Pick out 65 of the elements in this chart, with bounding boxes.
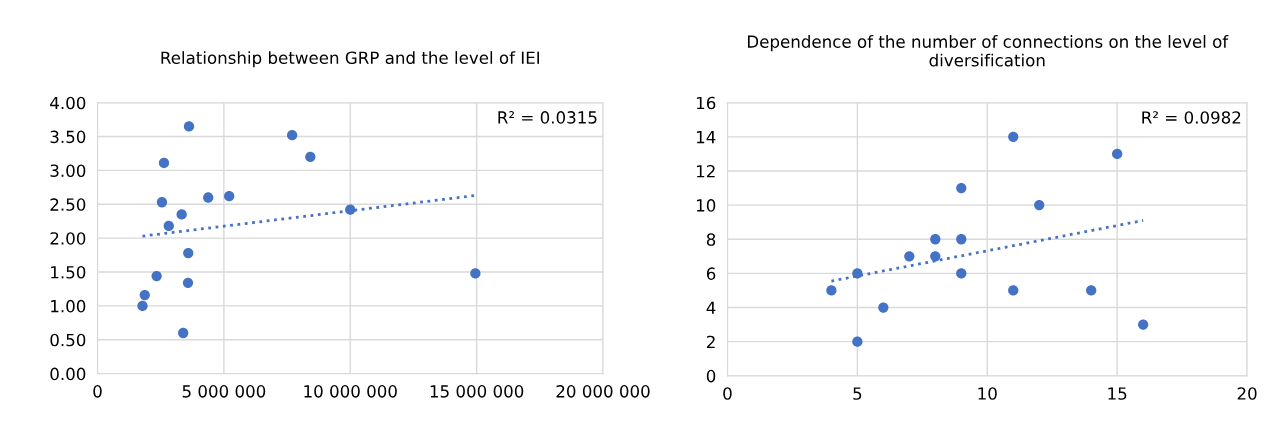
point <box>137 300 148 312</box>
point <box>224 191 235 202</box>
point <box>470 268 481 279</box>
point <box>163 220 174 232</box>
y-tick-label: 0.50 <box>50 333 86 347</box>
point <box>182 277 194 289</box>
x-tick-label: 5 000 000 <box>182 385 266 398</box>
point <box>1086 285 1097 296</box>
y-tick-label: 1.50 <box>51 265 86 279</box>
point <box>203 192 214 203</box>
y-tick-label: 1.00 <box>51 299 86 313</box>
y-tick-label: 4.00 <box>50 96 86 110</box>
y-tick-label: 12 <box>696 164 715 178</box>
point <box>156 197 168 208</box>
y-tick-label: 0.00 <box>50 367 86 381</box>
point <box>151 270 162 282</box>
x-tick-label: 10 000 000 <box>304 385 397 398</box>
y-tick-label: 8 <box>706 233 716 246</box>
point <box>878 302 889 313</box>
y-tick-label: 4 <box>706 301 716 314</box>
x-tick-label: 20 000 000 <box>556 385 650 398</box>
chart-title: Dependence of the number of connections on the level of diversification <box>747 35 1229 67</box>
x-tick-label: 15 <box>1108 387 1127 400</box>
point <box>956 268 967 279</box>
y-tick-label: 2.50 <box>50 198 86 211</box>
point <box>183 247 194 259</box>
x-tick-label: 5 <box>853 387 862 400</box>
y-tick-label: 3.50 <box>50 130 86 144</box>
x-tick-label: 20 <box>1237 387 1257 400</box>
y-tick-label: 14 <box>696 131 716 144</box>
point <box>139 289 150 301</box>
point <box>286 130 298 141</box>
x-tick-label: 0 <box>93 385 102 398</box>
point <box>176 209 187 220</box>
annotation: R² = 0.0982 <box>1142 111 1241 124</box>
x-tick-label: 15 000 000 <box>430 385 524 398</box>
x-tick-label: 10 <box>978 387 997 400</box>
y-tick-label: 10 <box>696 199 716 212</box>
y-tick-label: 3.00 <box>50 164 86 177</box>
y-tick-label: 2.00 <box>50 232 86 245</box>
y-tick-label: 6 <box>706 267 716 280</box>
chart-title: Relationship between GRP and the level of IEI <box>161 51 540 68</box>
point <box>930 234 941 245</box>
point <box>183 121 195 132</box>
point <box>956 234 967 245</box>
point <box>178 327 189 339</box>
point <box>1008 285 1019 296</box>
point <box>305 151 316 163</box>
point <box>956 182 967 194</box>
point <box>904 251 915 262</box>
y-tick-label: 16 <box>696 96 716 110</box>
point <box>826 285 837 296</box>
point <box>158 157 170 169</box>
point <box>1034 199 1045 211</box>
x-tick-label: 0 <box>723 387 732 400</box>
point <box>1112 148 1123 160</box>
point <box>1008 131 1019 142</box>
point <box>930 251 941 262</box>
point <box>852 336 863 347</box>
y-tick-label: 0 <box>706 369 716 383</box>
point <box>1138 319 1149 330</box>
y-tick-label: 2 <box>706 335 715 349</box>
point <box>345 204 356 215</box>
annotation: R² = 0.0315 <box>498 111 597 124</box>
point <box>852 268 863 279</box>
